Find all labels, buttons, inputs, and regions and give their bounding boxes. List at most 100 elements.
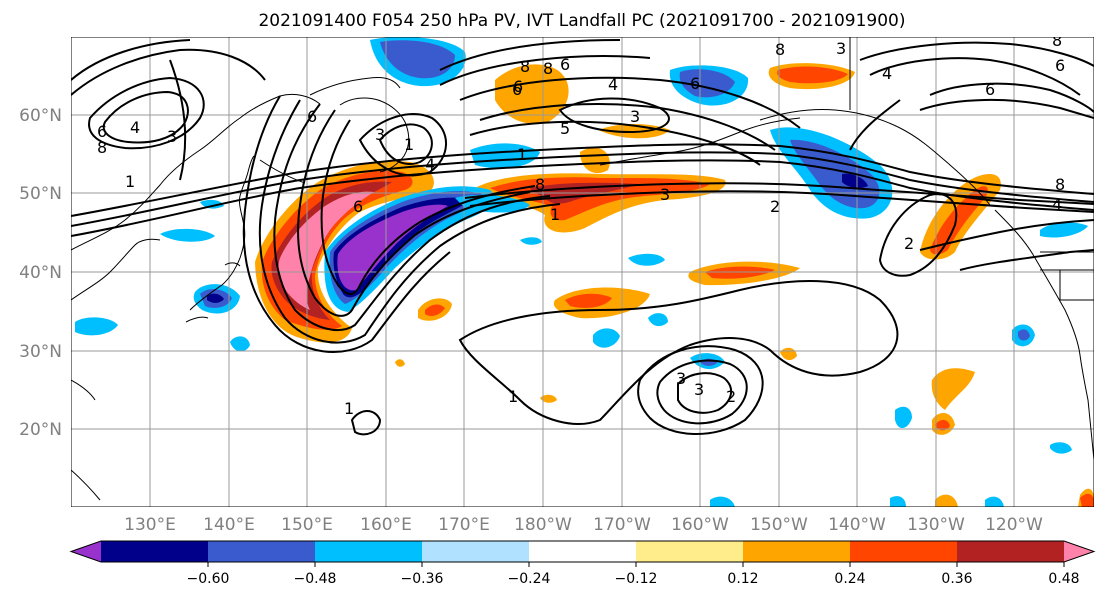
ivt-contour	[439, 39, 621, 71]
colorbar-tick-label: 0.12	[727, 571, 758, 587]
colorbar-swatch	[850, 541, 957, 562]
pv-positive-region-north	[495, 64, 569, 124]
contour-label: 8	[535, 175, 545, 194]
contour-label: 6	[690, 74, 700, 93]
lat-label: 40°N	[19, 263, 62, 283]
contour-label: 6	[307, 107, 317, 126]
north-america-coastline	[994, 209, 1094, 461]
contour-label: 4	[608, 75, 618, 94]
lon-label: 160°E	[360, 515, 412, 535]
lon-label: 130°E	[124, 515, 176, 535]
lat-label: 20°N	[19, 420, 62, 440]
ivt-contour	[919, 99, 1094, 119]
ivt-contour	[469, 190, 1094, 213]
lon-label: 120°W	[985, 515, 1043, 535]
colorbar-tick-label: −0.36	[401, 571, 444, 587]
ivt-contour	[558, 97, 670, 134]
contour-label: 6	[512, 80, 522, 99]
latitude-labels: 60°N 50°N 40°N 30°N 20°N	[19, 106, 62, 440]
lon-label: 140°W	[828, 515, 886, 535]
colorbar-tick-label: −0.12	[615, 571, 658, 587]
ivt-contour	[297, 109, 531, 317]
contour-label: 6	[513, 77, 523, 96]
contour-label: 8	[520, 57, 530, 76]
colorbar-swatch	[743, 541, 850, 562]
contour-label: 2	[904, 234, 914, 253]
contour-label: 2	[726, 387, 736, 406]
ivt-contour	[656, 359, 748, 425]
alaska-coastline	[759, 109, 991, 206]
contour-label: 4	[425, 155, 435, 174]
lon-label: 150°E	[281, 515, 333, 535]
colorbar-ticks: −0.60 −0.48 −0.36 −0.24 −0.12 0.12 0.24 0.36 0.4…	[187, 562, 1080, 587]
ivt-contour	[459, 76, 801, 129]
ivt-contour	[849, 99, 901, 151]
contour-label: 6	[985, 80, 995, 99]
pv-shading	[75, 37, 1094, 507]
colorbar: −0.60 −0.48 −0.36 −0.24 −0.12 0.12 0.24 0.36 0.4…	[69, 540, 1096, 587]
colorbar-tick-label: −0.24	[508, 571, 551, 587]
ivt-contour	[859, 41, 1094, 67]
contour-label: 8	[1052, 31, 1062, 50]
ivt-contour	[258, 99, 561, 344]
ivt-contour	[71, 143, 1094, 217]
contour-label: 6	[1055, 56, 1065, 75]
colorbar-swatch	[71, 541, 101, 562]
colorbar-swatch	[636, 541, 743, 562]
ivt-contour	[71, 39, 191, 81]
contour-label: 8	[97, 138, 107, 157]
contour-label: 1	[125, 172, 135, 191]
colorbar-swatches	[69, 540, 1096, 563]
colorbar-tick-label: −0.60	[187, 571, 230, 587]
lon-label: 150°W	[750, 515, 808, 535]
contour-label: 3	[375, 125, 385, 144]
ivt-contour	[71, 159, 1094, 237]
contour-label: 8	[775, 40, 785, 59]
contour-label: 1	[344, 399, 354, 418]
colorbar-swatch	[101, 541, 208, 562]
lon-label: 180°W	[514, 515, 572, 535]
contour-labels: 8 6 4 3 1 1 6 8 6 3 5 8 6 4 3 8 6 4 6 8 …	[97, 31, 1065, 418]
ivt-contour	[458, 280, 899, 425]
map-panel: 8 6 4 3 1 1 6 8 6 3 5 8 6 4 3 8 6 4 6 8 …	[71, 31, 1094, 507]
ivt-contour	[71, 48, 266, 96]
longitude-labels: 130°E 140°E 150°E 160°E 170°E 180°W 170°…	[124, 515, 1043, 535]
ivt-contour	[677, 372, 733, 414]
ivt-contour	[929, 82, 1094, 113]
lon-label: 140°E	[203, 515, 255, 535]
contour-label: 3	[630, 107, 640, 126]
colorbar-outline	[69, 540, 1096, 563]
ivt-contour	[320, 119, 536, 295]
ivt-contour	[358, 113, 447, 177]
ivt-contour	[469, 120, 761, 166]
contour-label: 3	[694, 380, 704, 399]
contour-label: 1	[517, 145, 527, 164]
ivt-contours	[71, 39, 1094, 436]
ivt-contour	[273, 103, 551, 331]
ivt-contour	[869, 57, 1081, 96]
colorbar-swatch	[529, 541, 636, 562]
contour-label: 5	[560, 119, 570, 138]
ivt-contour	[919, 219, 1094, 251]
contour-label: 6	[353, 197, 363, 216]
ivt-contour	[242, 95, 451, 353]
ivt-contour	[71, 151, 1094, 227]
contour-label: 1	[404, 135, 414, 154]
contour-label: 1	[508, 387, 518, 406]
ivt-contour	[878, 193, 958, 277]
ivt-contour	[959, 249, 1094, 271]
ivt-contour	[439, 55, 651, 86]
contour-label: 6	[97, 122, 107, 141]
contour-label: 4	[882, 64, 892, 83]
contour-label: 4	[1052, 195, 1062, 214]
colorbar-tick-label: 0.48	[1048, 571, 1079, 587]
lat-label: 60°N	[19, 106, 62, 126]
contour-label: 3	[660, 185, 670, 204]
lat-label: 50°N	[19, 184, 62, 204]
colorbar-swatch	[422, 541, 529, 562]
contour-label: 3	[836, 39, 846, 58]
map-title: 2021091400 F054 250 hPa PV, IVT Landfall…	[258, 11, 905, 31]
colorbar-tick-label: 0.24	[834, 571, 865, 587]
contour-label: 3	[167, 127, 177, 146]
lat-label: 30°N	[19, 342, 62, 362]
